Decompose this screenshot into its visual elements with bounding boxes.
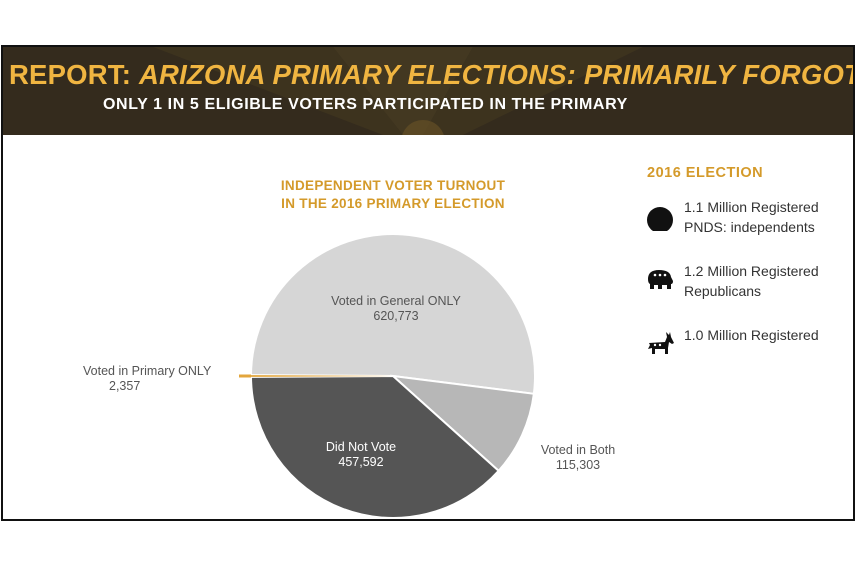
slice-did-not-vote [249,374,501,519]
report-subtitle: ONLY 1 IN 5 ELIGIBLE VOTERS PARTICIPATED… [103,96,628,113]
legend-title: 2016 ELECTION [647,165,764,181]
slice-label-both: Voted in Both 115,303 [523,443,633,473]
legend-independents-line2: PNDS: independents [684,219,815,235]
slice-label-primary-only: Voted in Primary ONLY 2,357 [83,364,243,394]
slice-general-only [249,233,536,395]
slice-label-did-not-vote: Did Not Vote 457,592 [301,440,421,470]
slice-label-both-value: 115,303 [555,458,601,472]
slice-label-general-only-value: 620,773 [373,309,419,323]
legend-republicans-line2: Republicans [684,283,762,299]
report-title-lead: REPORT: [9,59,132,90]
legend-text-democrats: 1.0 Million Registered [684,325,819,345]
legend-item-democrats: 1.0 Million Registered [643,325,853,369]
slice-primary-only [250,375,393,377]
legend-item-independents: 1.1 Million Registered PNDS: independent… [643,197,853,241]
report-title-rest: ARIZONA PRIMARY ELECTIONS: PRIMARILY FOR… [138,59,853,90]
pie-chart [239,233,536,519]
slice-both [389,374,535,473]
slice-label-both-name: Voted in Both [540,443,616,457]
elephant-icon [648,270,673,289]
arizona-flag-background [3,47,853,135]
circle-icon [647,207,673,231]
legend-republicans-line1: 1.2 Million Registered [684,263,819,279]
legend-text-republicans: 1.2 Million Registered Republicans [684,261,819,301]
slice-label-primary-only-value: 2,357 [109,379,141,393]
header-banner: REPORT: ARIZONA PRIMARY ELECTIONS: PRIMA… [3,47,853,135]
report-title: REPORT: ARIZONA PRIMARY ELECTIONS: PRIMA… [9,59,853,91]
legend-independents-line1: 1.1 Million Registered [684,199,819,215]
chart-title-line1: INDEPENDENT VOTER TURNOUT [280,178,506,193]
legend-text-independents: 1.1 Million Registered PNDS: independent… [684,197,819,237]
infographic-frame: REPORT: ARIZONA PRIMARY ELECTIONS: PRIMA… [1,45,855,521]
slice-label-general-only: Voted in General ONLY 620,773 [311,294,481,324]
legend-democrats-line1: 1.0 Million Registered [684,327,819,343]
donkey-icon [648,332,674,354]
chart-title: INDEPENDENT VOTER TURNOUT IN THE 2016 PR… [213,177,573,213]
chart-title-line2: IN THE 2016 PRIMARY ELECTION [281,196,505,211]
legend-item-republicans: 1.2 Million Registered Republicans [643,261,853,305]
slice-label-did-not-vote-name: Did Not Vote [325,440,397,454]
slice-label-primary-only-name: Voted in Primary ONLY [83,364,212,378]
slice-label-general-only-name: Voted in General ONLY [331,294,461,308]
slice-label-did-not-vote-value: 457,592 [338,455,384,469]
